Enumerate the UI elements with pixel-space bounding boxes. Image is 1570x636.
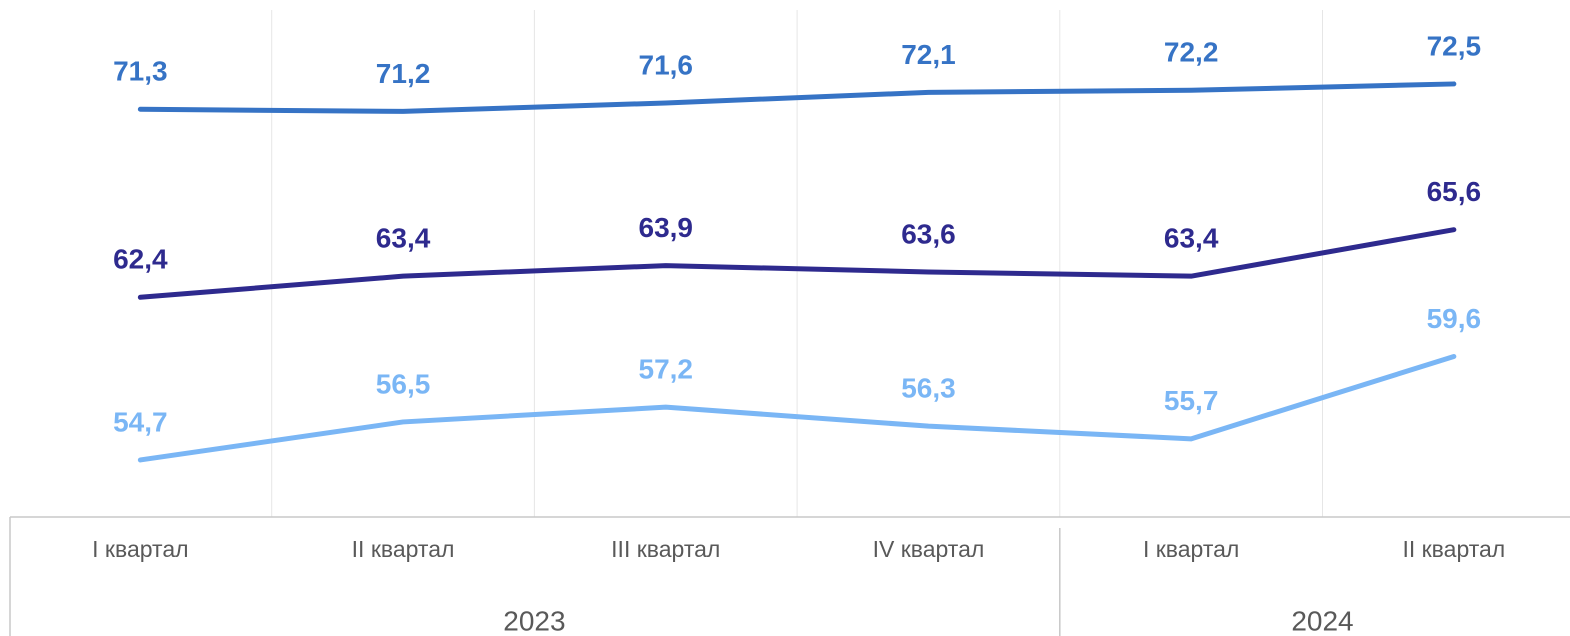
data-label: 54,7	[113, 406, 168, 437]
x-tick-label: IV квартал	[873, 536, 985, 562]
data-label: 63,9	[639, 212, 694, 243]
x-tick-label: III квартал	[611, 536, 720, 562]
data-label: 72,5	[1427, 30, 1482, 61]
line-series	[137, 227, 1457, 300]
line-series	[137, 81, 1457, 114]
data-label: 65,6	[1427, 176, 1482, 207]
line-series	[137, 353, 1457, 463]
data-label: 63,4	[376, 223, 431, 254]
data-label: 71,3	[113, 56, 168, 87]
x-group-label: 2023	[503, 605, 565, 636]
data-label: 72,1	[901, 39, 956, 70]
data-label: 63,6	[901, 218, 956, 249]
data-label: 72,2	[1164, 37, 1219, 68]
data-label: 55,7	[1164, 385, 1219, 416]
x-tick-label: I квартал	[92, 536, 188, 562]
data-label: 63,4	[1164, 223, 1219, 254]
data-label: 71,6	[639, 49, 694, 80]
data-label: 57,2	[639, 354, 694, 385]
x-tick-label: II квартал	[352, 536, 455, 562]
data-label: 56,3	[901, 373, 956, 404]
data-label: 71,2	[376, 58, 431, 89]
data-label: 62,4	[113, 244, 168, 275]
x-tick-label: I квартал	[1143, 536, 1239, 562]
data-label: 56,5	[376, 368, 431, 399]
x-group-label: 2024	[1291, 605, 1353, 636]
data-label: 59,6	[1427, 303, 1482, 334]
x-tick-label: II квартал	[1402, 536, 1505, 562]
